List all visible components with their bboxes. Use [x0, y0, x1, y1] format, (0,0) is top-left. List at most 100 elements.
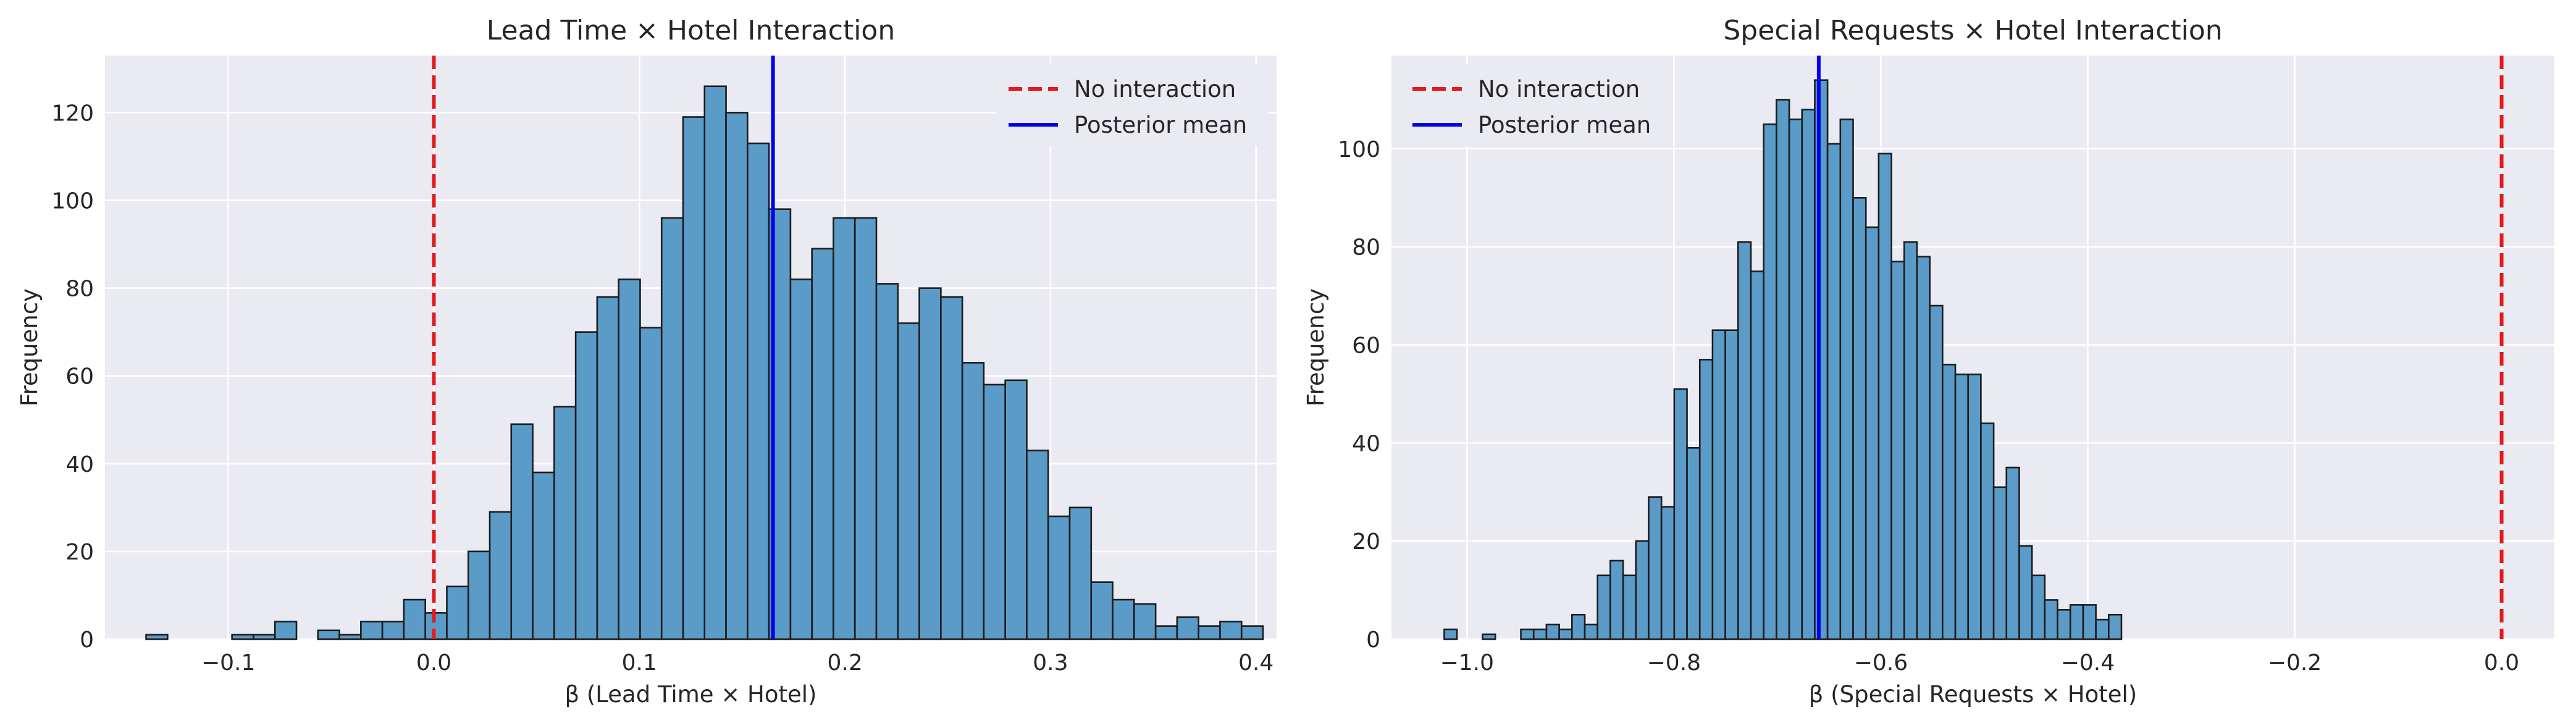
y-tick-label: 0 — [1366, 627, 1380, 653]
histogram-bar — [1112, 598, 1135, 640]
histogram-bar — [1520, 628, 1535, 640]
histogram-bar — [1698, 359, 1714, 640]
histogram-bar — [1788, 118, 1803, 640]
histogram-bar — [424, 612, 448, 640]
histogram-bar — [682, 116, 706, 640]
x-tick-label: −0.1 — [201, 650, 255, 676]
y-axis-label: Frequency — [16, 288, 43, 406]
legend-label: Posterior mean — [1074, 112, 1247, 138]
histogram-bar — [1026, 450, 1049, 640]
histogram-bars — [1443, 79, 2123, 640]
histogram-bar — [1443, 628, 1458, 640]
reference-lines — [432, 56, 775, 639]
legend-box — [996, 64, 1268, 146]
histogram-bar — [1558, 628, 1573, 640]
histogram-bar — [1954, 373, 1970, 640]
histogram-bar — [660, 217, 684, 640]
y-tick-label: 0 — [80, 627, 94, 653]
histogram-bar — [1176, 616, 1199, 640]
histogram-bar — [1839, 118, 1854, 640]
histogram-bar — [2018, 545, 2033, 640]
y-tick-label: 60 — [1352, 333, 1380, 359]
histogram-bar — [231, 634, 254, 640]
x-axis-label: β (Special Requests × Hotel) — [1809, 681, 2137, 708]
chart-title: Lead Time × Hotel Interaction — [487, 15, 895, 46]
y-tick-label: 40 — [1352, 431, 1380, 456]
x-tick-label: −0.8 — [1647, 650, 1701, 676]
y-tick-label: 20 — [1352, 529, 1380, 555]
histogram-bar — [1852, 196, 1867, 640]
histogram-bar — [1801, 109, 1816, 640]
histogram-bar — [833, 217, 856, 640]
y-tick-label: 100 — [1338, 137, 1380, 162]
histogram-bar — [789, 279, 813, 640]
reference-lines — [1816, 56, 2504, 639]
histogram-bar — [1609, 559, 1624, 640]
histogram-bar — [2095, 618, 2110, 640]
histogram-bar — [1992, 486, 2008, 640]
histogram-bar — [1890, 261, 1905, 640]
histogram-bar — [145, 634, 169, 640]
histogram-bar — [532, 471, 555, 640]
histogram-bar — [961, 362, 985, 640]
x-tick-label: −0.6 — [1854, 650, 1908, 676]
histogram-bar — [1980, 422, 1995, 640]
histogram-bar — [1240, 625, 1264, 640]
x-tick-label: 0.0 — [416, 650, 451, 676]
legend-label: Posterior mean — [1478, 112, 1651, 138]
y-tick-label: 80 — [1352, 235, 1380, 261]
histogram-bars — [145, 85, 1264, 640]
histogram-bar — [1198, 625, 1221, 640]
histogram-bar — [1814, 79, 1829, 640]
histogram-bar — [574, 331, 598, 640]
y-tick-label: 120 — [51, 101, 94, 126]
x-tick-label: 0.3 — [1033, 650, 1068, 676]
x-tick-labels: −1.0 −0.8 −0.6 −0.4 −0.2 0.0 — [1440, 650, 2520, 676]
legend: No interaction Posterior mean — [1400, 64, 1672, 146]
histogram-bar — [1133, 603, 1157, 640]
histogram-bar — [875, 283, 899, 640]
histogram-bar — [1596, 574, 1611, 640]
histogram-bar — [1673, 388, 1688, 640]
histogram-bar — [1571, 613, 1586, 640]
histogram-bar — [1482, 633, 1496, 640]
x-tick-label: −0.2 — [2268, 650, 2322, 676]
histogram-bar — [918, 287, 942, 640]
histogram-bar — [1686, 446, 1701, 640]
histogram-bar — [317, 629, 340, 640]
histogram-bar — [811, 248, 834, 640]
lead-time-hotel-chart: −0.1 0.0 0.1 0.2 0.3 0.4 0 20 40 60 80 100 120 Lead… — [16, 15, 1277, 708]
y-tick-label: 40 — [65, 452, 94, 477]
histogram-bar — [1660, 506, 1676, 640]
y-tick-label: 60 — [65, 364, 94, 390]
histogram-bar — [1090, 581, 1114, 640]
histogram-bar — [2005, 466, 2020, 640]
y-tick-label: 100 — [51, 188, 94, 214]
histogram-bar — [639, 327, 663, 640]
histogram-bar — [360, 621, 384, 640]
histogram-bar — [1929, 304, 1944, 640]
legend-label: No interaction — [1478, 76, 1640, 103]
y-tick-labels: 0 20 40 60 80 100 — [1338, 137, 1380, 653]
x-tick-label: 0.1 — [622, 650, 657, 676]
x-tick-label: 0.0 — [2484, 650, 2519, 676]
histogram-bar — [381, 621, 405, 640]
histogram-bar — [1763, 123, 1777, 640]
histogram-bar — [1877, 153, 1892, 640]
histogram-bar — [2082, 604, 2097, 640]
histogram-bar — [1154, 625, 1178, 640]
histogram-bar — [897, 322, 920, 640]
histogram-bar — [2031, 574, 2046, 640]
histogram-bar — [940, 296, 963, 640]
histogram-bar — [703, 85, 727, 640]
legend-label: No interaction — [1074, 76, 1236, 103]
histogram-bar — [2107, 613, 2123, 640]
histogram-bar — [489, 511, 513, 640]
histogram-bar — [403, 598, 426, 640]
histogram-bar — [1219, 621, 1243, 640]
histogram-bar — [983, 383, 1006, 640]
special-requests-hotel-chart: −1.0 −0.8 −0.6 −0.4 −0.2 0.0 0 20 40 60 80 100 Spe… — [1303, 15, 2554, 708]
histogram-bar — [1776, 99, 1790, 640]
histogram-bar — [510, 423, 534, 640]
